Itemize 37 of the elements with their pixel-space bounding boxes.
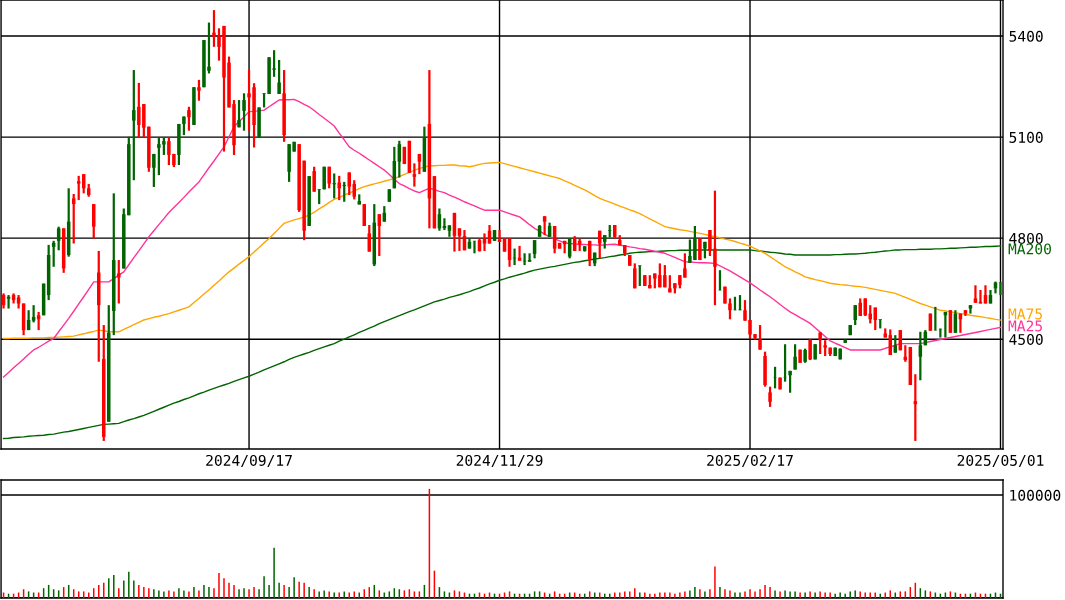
candlestick bbox=[41, 282, 46, 317]
x-tick-label: 2024/09/17 bbox=[206, 454, 292, 468]
series-label: MA75 bbox=[1008, 308, 1042, 320]
candlestick bbox=[848, 323, 852, 337]
candlestick bbox=[362, 203, 367, 228]
candlestick bbox=[908, 345, 913, 387]
candlestick bbox=[257, 106, 261, 139]
candlestick bbox=[628, 253, 632, 267]
y-tick-label: 4500 bbox=[1009, 333, 1043, 345]
x-tick-label: 2025/02/17 bbox=[707, 454, 793, 468]
line-series bbox=[2, 161, 1002, 340]
candlestick bbox=[192, 86, 196, 127]
candlestick bbox=[492, 228, 497, 242]
candlestick bbox=[317, 188, 321, 206]
candlestick bbox=[898, 328, 903, 352]
candlestick bbox=[387, 188, 392, 203]
candlestick bbox=[723, 285, 727, 305]
candlestick bbox=[432, 175, 437, 230]
candlestick bbox=[948, 309, 953, 334]
x-tick-label: 2025/05/01 bbox=[957, 454, 1044, 468]
y-tick-label: 4800 bbox=[1009, 232, 1043, 244]
y-tick-label: 100000 bbox=[1010, 489, 1061, 501]
candlestick bbox=[557, 241, 562, 250]
x-tick-label: 2024/11/29 bbox=[456, 454, 543, 468]
line-series bbox=[2, 98, 1002, 378]
candlestick bbox=[322, 165, 326, 191]
candlestick bbox=[307, 175, 311, 228]
candlestick bbox=[502, 237, 507, 253]
candlestick bbox=[698, 237, 702, 262]
candlestick bbox=[798, 348, 802, 364]
candlestick bbox=[407, 139, 412, 174]
y-tick-label: 5400 bbox=[1009, 30, 1043, 42]
series-label: MA200 bbox=[1008, 243, 1051, 255]
candlestick bbox=[638, 264, 642, 288]
y-tick-label: 5100 bbox=[1009, 131, 1043, 143]
series-label: MA25 bbox=[1008, 320, 1042, 332]
candlestick bbox=[778, 376, 782, 391]
